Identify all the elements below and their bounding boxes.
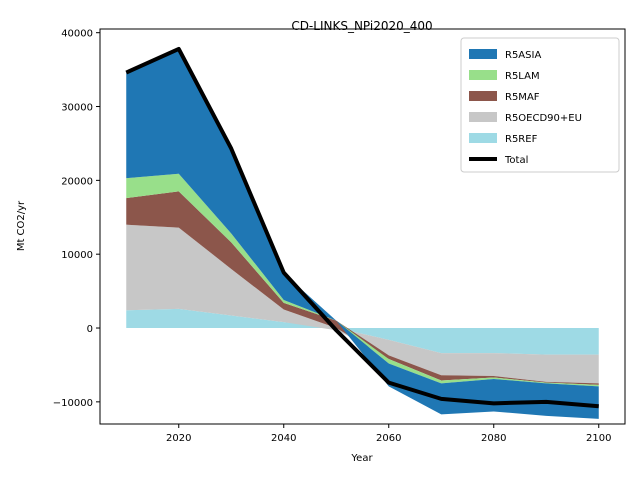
y-tick-label: 0: [87, 324, 93, 335]
legend-label-total: Total: [504, 155, 528, 166]
legend-label-r5maf: R5MAF: [505, 92, 540, 103]
x-tick-label: 2020: [166, 433, 191, 444]
legend-label-r5lam: R5LAM: [505, 71, 540, 82]
legend-swatch-r5maf: [469, 91, 497, 101]
x-axis-ticks: 2020 2040 2060 2080 2100: [166, 424, 611, 444]
x-tick-label: 2060: [376, 433, 401, 444]
stacked-areas: [126, 48, 599, 419]
x-tick-label: 2100: [586, 433, 611, 444]
legend-box: [460, 37, 620, 173]
y-tick-label: 30000: [61, 103, 93, 114]
chart-title: CD-LINKS_NPi2020_400: [291, 19, 432, 33]
total-line: [125, 46, 599, 409]
plot-frame: [99, 28, 626, 425]
y-axis-ticks: −10000 0 10000 20000 30000 40000: [53, 29, 100, 409]
legend: R5ASIA R5LAM R5MAF R5OECD90+EU R5REF Total: [460, 37, 620, 173]
y-tick-label: −10000: [53, 398, 93, 409]
area-r5asia: [126, 48, 599, 419]
x-tick-label: 2080: [481, 433, 506, 444]
x-tick-label: 2040: [271, 433, 296, 444]
legend-swatch-r5oecd90-eu: [469, 112, 497, 122]
legend-label-r5oecd90-eu: R5OECD90+EU: [505, 113, 582, 124]
y-tick-label: 10000: [61, 250, 93, 261]
legend-swatch-r5asia: [469, 49, 497, 59]
legend-swatch-r5lam: [469, 70, 497, 80]
y-tick-label: 20000: [61, 176, 93, 187]
x-axis-label: Year: [350, 453, 373, 464]
area-r5maf: [126, 191, 599, 385]
legend-label-r5asia: R5ASIA: [505, 50, 541, 61]
total-line-group: [125, 46, 599, 409]
area-r5oecd90-eu: [126, 224, 599, 384]
y-tick-label: 40000: [61, 29, 93, 40]
legend-swatch-r5ref: [469, 133, 497, 143]
y-axis-label: Mt CO2/yr: [16, 200, 27, 251]
area-r5ref: [126, 308, 599, 355]
legend-label-r5ref: R5REF: [505, 134, 538, 145]
